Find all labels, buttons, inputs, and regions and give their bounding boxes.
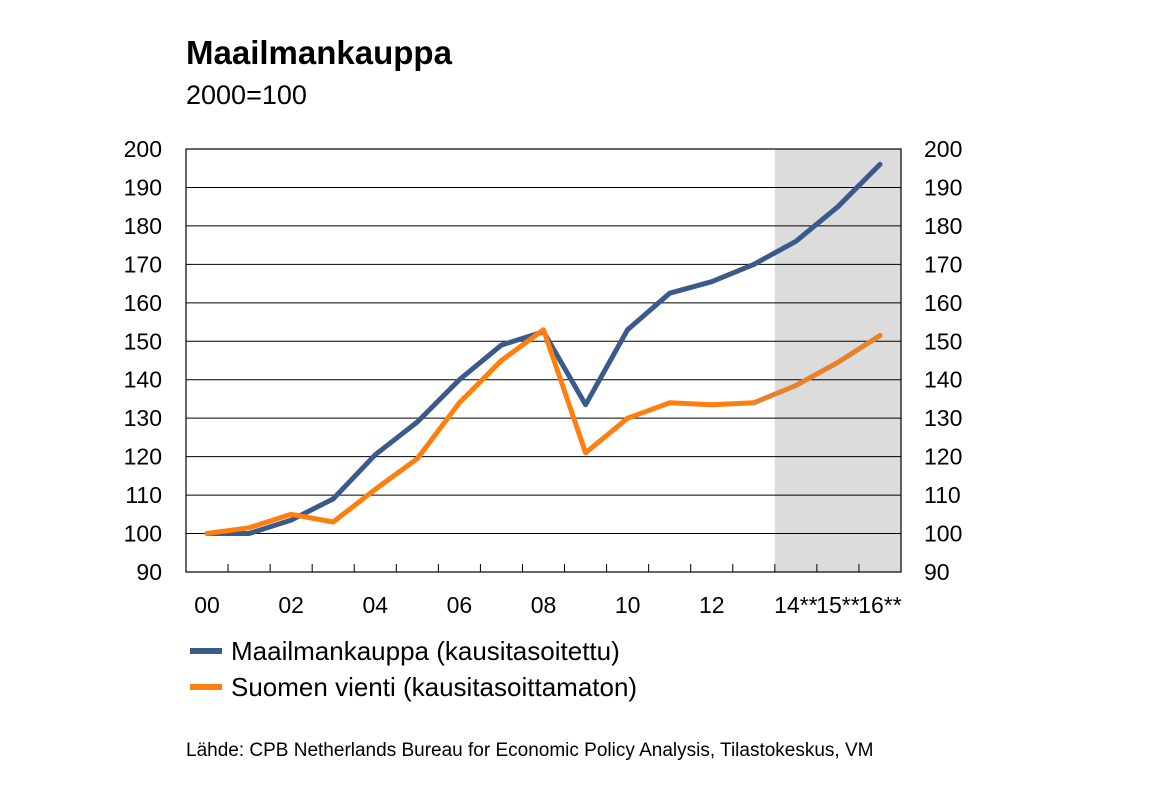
- y-tick-label-left: 90: [136, 559, 162, 585]
- x-tick-label: 12: [699, 592, 725, 618]
- y-tick-label-right: 150: [924, 328, 962, 354]
- source-note: Lähde: CPB Netherlands Bureau for Econom…: [186, 740, 874, 761]
- y-tick-label-left: 120: [124, 444, 162, 470]
- y-tick-label-right: 180: [924, 213, 962, 239]
- y-tick-label-left: 180: [124, 213, 162, 239]
- y-tick-label-left: 140: [124, 367, 162, 393]
- x-tick-label: 15**: [816, 592, 860, 618]
- y-tick-label-right: 170: [924, 251, 962, 277]
- x-tick-label: 00: [194, 592, 220, 618]
- y-tick-label-left: 110: [125, 482, 162, 508]
- y-tick-label-right: 160: [924, 290, 962, 316]
- y-tick-label-right: 120: [924, 444, 962, 470]
- x-tick-label: 02: [278, 592, 304, 618]
- series-forecast-line-1: [751, 161, 883, 267]
- chart-subtitle: 2000=100: [186, 80, 307, 110]
- y-tick-label-left: 170: [124, 251, 162, 277]
- x-tick-label: 16**: [858, 592, 902, 618]
- y-tick-label-right: 130: [924, 405, 962, 431]
- y-tick-label-left: 100: [124, 521, 162, 547]
- series-forecast-line-2: [751, 333, 883, 406]
- legend-label-1: Maailmankauppa (kausitasoitettu): [231, 636, 620, 666]
- y-tick-label-left: 190: [124, 174, 162, 200]
- series-line-2: [204, 327, 757, 536]
- y-tick-label-right: 90: [924, 559, 950, 585]
- y-tick-label-right: 190: [924, 174, 962, 200]
- y-tick-label-right: 200: [924, 136, 962, 162]
- y-tick-label-left: 160: [124, 290, 162, 316]
- series-line-1: [204, 261, 757, 536]
- x-tick-label: 14**: [774, 592, 818, 618]
- y-tick-label-left: 200: [124, 136, 162, 162]
- y-tick-label-right: 100: [924, 521, 962, 547]
- chart-title: Maailmankauppa: [186, 34, 452, 71]
- plot-frame: [185, 148, 902, 573]
- y-tick-label-left: 130: [124, 405, 162, 431]
- x-tick-label: 10: [615, 592, 641, 618]
- x-tick-label: 08: [531, 592, 557, 618]
- y-tick-label-right: 140: [924, 367, 962, 393]
- x-tick-label: 06: [447, 592, 473, 618]
- y-tick-label-left: 150: [124, 328, 162, 354]
- y-tick-label-right: 110: [924, 482, 961, 508]
- x-tick-label: 04: [362, 592, 388, 618]
- legend-label-2: Suomen vienti (kausitasoittamaton): [231, 672, 637, 702]
